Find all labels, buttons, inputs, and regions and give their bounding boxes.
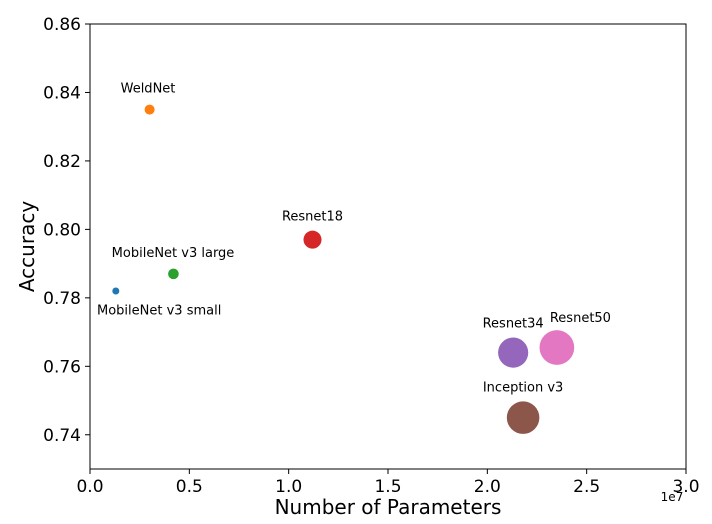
data-point-resnet34 [498, 337, 529, 368]
x-tick-label: 3.0 [672, 477, 699, 497]
data-label-mobilenet-v3-large: MobileNet v3 large [112, 246, 235, 261]
data-point-inception-v3 [506, 401, 540, 434]
data-label-inception-v3: Inception v3 [483, 380, 563, 395]
plot-frame [89, 23, 687, 470]
data-point-resnet50 [539, 330, 575, 365]
x-tick-label: 2.0 [474, 477, 501, 497]
data-label-resnet18: Resnet18 [282, 210, 343, 225]
y-axis-label: Accuracy [15, 201, 39, 292]
y-tick-label: 0.86 [43, 15, 81, 35]
data-point-mobilenet-v3-large [168, 268, 179, 280]
x-tick-label: 2.5 [573, 477, 600, 497]
x-tick-label: 0.5 [176, 477, 203, 497]
x-tick-label: 1.5 [374, 477, 401, 497]
data-label-weldnet: WeldNet [121, 82, 176, 97]
y-tick-label: 0.76 [43, 357, 81, 377]
data-point-weldnet [144, 104, 155, 115]
y-tick-label: 0.78 [43, 289, 81, 309]
y-tick-label: 0.74 [43, 426, 81, 446]
data-label-mobilenet-v3-small: MobileNet v3 small [97, 304, 221, 319]
y-tick-label: 0.82 [43, 152, 81, 172]
data-point-mobilenet-v3-small [112, 287, 120, 295]
x-tick-label: 0.0 [76, 477, 103, 497]
x-axis-label: Number of Parameters [275, 495, 502, 519]
data-label-resnet50: Resnet50 [550, 311, 611, 326]
data-label-resnet34: Resnet34 [483, 317, 544, 332]
x-axis-offset-label: 1e7 [661, 490, 684, 504]
data-point-resnet18 [303, 230, 322, 249]
y-tick-label: 0.80 [43, 220, 81, 240]
x-tick-label: 1.0 [275, 477, 302, 497]
y-tick-label: 0.84 [43, 83, 81, 103]
